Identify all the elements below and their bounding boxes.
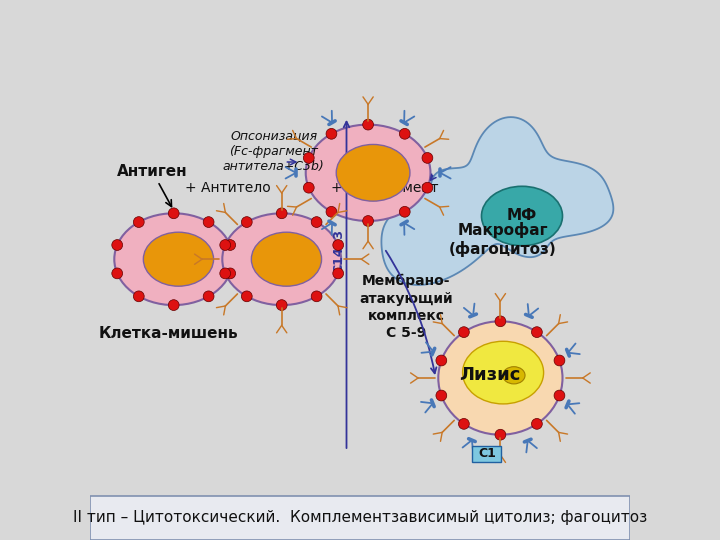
Circle shape <box>363 119 374 130</box>
Circle shape <box>133 291 144 302</box>
Circle shape <box>112 240 122 251</box>
Circle shape <box>554 390 565 401</box>
Circle shape <box>168 300 179 310</box>
Circle shape <box>311 217 322 227</box>
Circle shape <box>112 268 122 279</box>
Ellipse shape <box>222 213 341 305</box>
Circle shape <box>168 208 179 219</box>
Circle shape <box>422 152 433 163</box>
Circle shape <box>436 390 446 401</box>
Circle shape <box>241 291 252 302</box>
Circle shape <box>220 268 230 279</box>
Text: Клетка-мишень: Клетка-мишень <box>99 326 238 341</box>
Ellipse shape <box>438 321 562 435</box>
Circle shape <box>276 208 287 219</box>
Text: C1423: C1423 <box>332 229 345 273</box>
Circle shape <box>459 418 469 429</box>
Text: + Антитело: + Антитело <box>185 181 271 195</box>
Circle shape <box>203 217 214 227</box>
Circle shape <box>326 129 337 139</box>
Ellipse shape <box>482 186 562 246</box>
Circle shape <box>400 129 410 139</box>
Text: Мембрано-
атакующий
комплекс
С 5-9: Мембрано- атакующий комплекс С 5-9 <box>359 274 453 340</box>
Ellipse shape <box>503 367 525 384</box>
Ellipse shape <box>306 125 431 221</box>
Circle shape <box>531 327 542 338</box>
Circle shape <box>203 291 214 302</box>
Circle shape <box>225 240 235 251</box>
Circle shape <box>495 429 505 440</box>
Circle shape <box>333 240 343 251</box>
Circle shape <box>303 152 314 163</box>
Circle shape <box>400 206 410 217</box>
Text: + Комплемент: + Комплемент <box>330 181 438 195</box>
Ellipse shape <box>336 144 410 201</box>
Circle shape <box>225 268 235 279</box>
Circle shape <box>326 206 337 217</box>
Circle shape <box>276 300 287 310</box>
Circle shape <box>363 215 374 226</box>
Circle shape <box>333 268 343 279</box>
Circle shape <box>436 355 446 366</box>
Ellipse shape <box>143 232 214 286</box>
Ellipse shape <box>251 232 322 286</box>
Circle shape <box>554 355 565 366</box>
FancyBboxPatch shape <box>472 446 501 462</box>
Circle shape <box>495 316 505 327</box>
FancyBboxPatch shape <box>90 496 630 540</box>
Ellipse shape <box>114 213 233 305</box>
Text: Лизис: Лизис <box>459 366 521 384</box>
Circle shape <box>459 327 469 338</box>
Text: Макрофаг
(фагоцитоз): Макрофаг (фагоцитоз) <box>449 222 557 257</box>
Circle shape <box>220 240 230 251</box>
Circle shape <box>303 183 314 193</box>
Text: II тип – Цитотоксический.  Комплементзависимый цитолиз; фагоцитоз: II тип – Цитотоксический. Комплементзави… <box>73 510 647 525</box>
Text: C1: C1 <box>478 447 496 460</box>
Circle shape <box>311 291 322 302</box>
Text: Антиген: Антиген <box>117 164 187 206</box>
Circle shape <box>422 183 433 193</box>
Ellipse shape <box>463 341 544 404</box>
Polygon shape <box>382 117 613 285</box>
Text: Опсонизация
(Fc-фрагмент
антитела+C3b): Опсонизация (Fc-фрагмент антитела+C3b) <box>222 130 325 173</box>
Text: МФ: МФ <box>507 208 537 224</box>
Circle shape <box>133 217 144 227</box>
Circle shape <box>531 418 542 429</box>
Circle shape <box>241 217 252 227</box>
